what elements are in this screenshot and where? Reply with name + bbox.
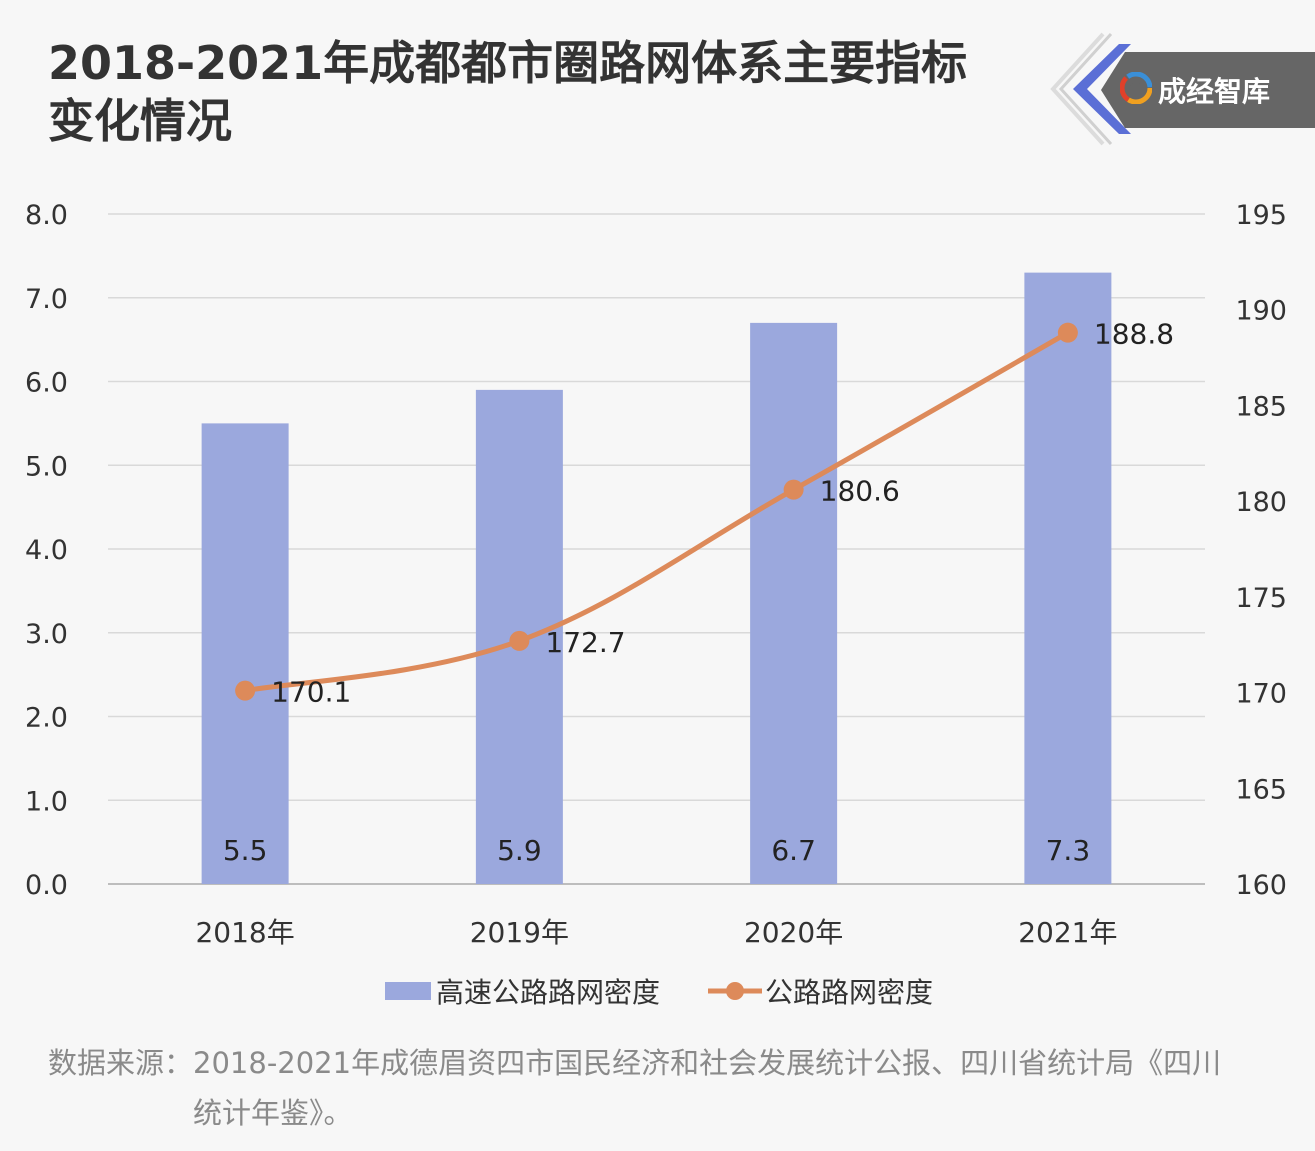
bar xyxy=(750,322,838,884)
y-right-tick-label: 170 xyxy=(1235,679,1287,710)
legend-bar-swatch xyxy=(385,982,431,1000)
brand-name: 成经智库 xyxy=(1158,75,1271,108)
x-tick-label: 2018年 xyxy=(195,916,294,949)
line-value-label: 180.6 xyxy=(820,475,900,508)
legend-line-label: 公路路网密度 xyxy=(765,976,933,1009)
bar xyxy=(1024,272,1112,884)
line-value-label: 170.1 xyxy=(271,676,351,709)
y-left-tick-label: 5.0 xyxy=(25,451,68,482)
y-right-tick-label: 190 xyxy=(1235,296,1287,327)
x-tick-label: 2021年 xyxy=(1018,916,1117,949)
y-left-tick-label: 7.0 xyxy=(25,284,68,315)
bar-value-label: 7.3 xyxy=(1046,834,1091,867)
brand-badge xyxy=(1050,32,1315,146)
bar-value-label: 5.5 xyxy=(223,834,268,867)
y-right-tick-label: 165 xyxy=(1235,774,1287,805)
source-text: 2018-2021年成德眉资四市国民经济和社会发展统计公报、四川省统计局《四川统… xyxy=(193,1046,1222,1130)
title-line-2: 变化情况 xyxy=(48,94,232,148)
y-left-tick-label: 8.0 xyxy=(25,200,68,231)
y-right-tick-label: 175 xyxy=(1235,583,1287,614)
chart-title: 2018-2021年成都都市圈路网体系主要指标 变化情况 xyxy=(48,34,967,150)
line-value-label: 188.8 xyxy=(1094,318,1174,351)
source-label: 数据来源： xyxy=(48,1046,194,1080)
line-point xyxy=(783,479,804,500)
legend-line-marker xyxy=(726,982,744,1000)
x-tick-label: 2020年 xyxy=(744,916,843,949)
line-point xyxy=(235,680,256,701)
y-right-tick-label: 180 xyxy=(1235,487,1287,518)
bar-value-label: 6.7 xyxy=(771,834,816,867)
y-left-tick-label: 3.0 xyxy=(25,619,68,650)
line-value-label: 172.7 xyxy=(545,626,625,659)
legend-bar-label: 高速公路路网密度 xyxy=(436,976,660,1009)
logo-swirl-icon xyxy=(1120,72,1152,104)
x-tick-label: 2019年 xyxy=(470,916,569,949)
bar-value-label: 5.9 xyxy=(497,834,542,867)
y-left-tick-label: 0.0 xyxy=(25,870,68,901)
y-right-tick-label: 185 xyxy=(1235,391,1287,422)
y-right-tick-label: 195 xyxy=(1235,200,1287,231)
y-left-tick-label: 6.0 xyxy=(25,368,68,399)
y-left-tick-label: 2.0 xyxy=(25,703,68,734)
line-point xyxy=(1057,322,1078,343)
bar xyxy=(201,423,289,884)
y-left-tick-label: 1.0 xyxy=(25,786,68,817)
combo-chart: 5.5 5.9 6.7 7.3 170.1 172.7 180.6 188.8 0.0 1.0… xyxy=(25,200,1287,1009)
title-line-1: 2018-2021年成都都市圈路网体系主要指标 xyxy=(48,36,968,90)
line-point xyxy=(509,630,530,651)
y-left-tick-label: 4.0 xyxy=(25,535,68,566)
series-line xyxy=(242,330,1071,694)
y-right-tick-label: 160 xyxy=(1235,870,1287,901)
data-source-note: 数据来源：2018-2021年成德眉资四市国民经济和社会发展统计公报、四川省统计… xyxy=(48,1038,1223,1138)
